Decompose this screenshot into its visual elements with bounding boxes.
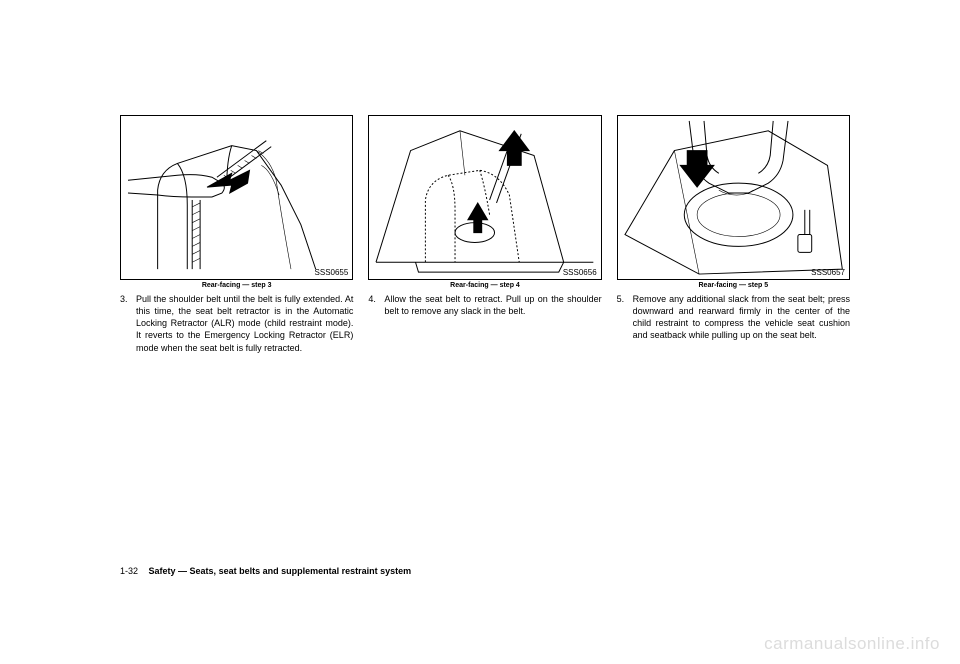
figure-step-5: SSS0657	[617, 115, 850, 280]
content-columns: SSS0655 Rear-facing — step 3 3. Pull the…	[120, 115, 850, 354]
page-number: 1-32	[120, 566, 138, 576]
step-text: Allow the seat belt to retract. Pull up …	[384, 293, 601, 317]
figure-step-4: SSS0656	[368, 115, 601, 280]
step-text: Remove any additional slack from the sea…	[633, 293, 850, 342]
figure-step-3: SSS0655	[120, 115, 353, 280]
page-footer: 1-32 Safety — Seats, seat belts and supp…	[120, 566, 411, 576]
figure-code: SSS0657	[811, 268, 845, 277]
step-number: 3.	[120, 293, 136, 354]
instruction-step: 5. Remove any additional slack from the …	[617, 293, 850, 342]
instruction-step: 4. Allow the seat belt to retract. Pull …	[368, 293, 601, 317]
step-number: 5.	[617, 293, 633, 342]
figure-caption: Rear-facing — step 4	[368, 282, 601, 289]
watermark: carmanualsonline.info	[764, 634, 940, 654]
figure-code: SSS0656	[563, 268, 597, 277]
section-title: Safety — Seats, seat belts and supplemen…	[149, 566, 412, 576]
manual-page: SSS0655 Rear-facing — step 3 3. Pull the…	[0, 0, 960, 664]
column-step-5: SSS0657 Rear-facing — step 5 5. Remove a…	[617, 115, 850, 354]
step-text: Pull the shoulder belt until the belt is…	[136, 293, 353, 354]
column-step-4: SSS0656 Rear-facing — step 4 4. Allow th…	[368, 115, 601, 354]
figure-code: SSS0655	[315, 268, 349, 277]
column-step-3: SSS0655 Rear-facing — step 3 3. Pull the…	[120, 115, 353, 354]
step-number: 4.	[368, 293, 384, 317]
figure-caption: Rear-facing — step 5	[617, 282, 850, 289]
figure-caption: Rear-facing — step 3	[120, 282, 353, 289]
instruction-step: 3. Pull the shoulder belt until the belt…	[120, 293, 353, 354]
